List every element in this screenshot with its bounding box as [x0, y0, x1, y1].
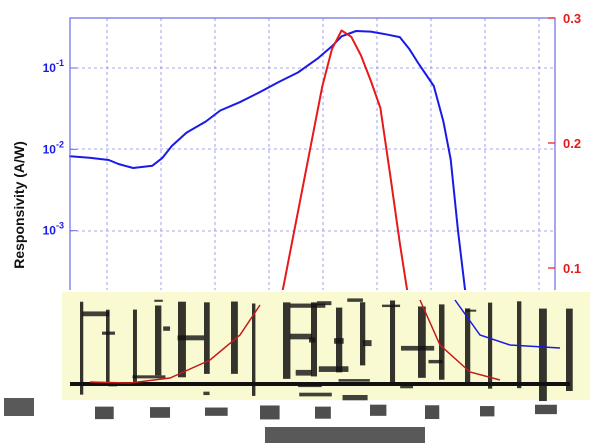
- noise-dash-19: [289, 333, 312, 340]
- noise-tick-glyph-8: [535, 404, 557, 415]
- noise-tick-glyph-3: [260, 405, 280, 420]
- noise-dash-14: [309, 337, 316, 343]
- noise-bar-1: [106, 309, 110, 386]
- noise-red-trace: [89, 304, 261, 384]
- noise-bar-19: [566, 308, 573, 392]
- noise-dash-6: [82, 311, 110, 317]
- noise-tick-glyph-5: [370, 404, 387, 416]
- noise-dash-9: [338, 379, 370, 382]
- right-tick-label-0: 0.3: [563, 11, 581, 26]
- noise-bar-12: [390, 300, 396, 385]
- noise-baseline: [70, 382, 570, 386]
- noise-tick-glyph-4: [315, 406, 331, 419]
- noise-bar-5: [204, 302, 210, 374]
- noise-bar-7: [252, 303, 256, 396]
- left-axis-ticks: 10-110-210-310-4: [43, 58, 77, 319]
- noise-tick-glyph-1: [150, 407, 171, 418]
- noise-bar-17: [517, 301, 522, 389]
- right-tick-label-1: 0.2: [563, 136, 581, 151]
- noise-dash-15: [295, 369, 312, 376]
- noise-bar-0: [80, 301, 84, 395]
- noise-dash-5: [132, 375, 166, 379]
- y-axis-label-left: Responsivity (A/W): [11, 141, 27, 269]
- noise-bar-8: [283, 302, 291, 379]
- noise-dash-8: [154, 299, 163, 302]
- series-line-responsivity: [69, 30, 469, 313]
- noise-tick-glyph-7: [480, 406, 495, 417]
- noise-dash-20: [334, 338, 344, 344]
- grid-layer: [70, 18, 555, 418]
- noise-axis-title: [265, 427, 425, 443]
- series-layer: [69, 29, 469, 357]
- noise-dash-25: [290, 303, 326, 308]
- noise-corner-glyph: [4, 398, 34, 416]
- noise-bar-13: [418, 306, 426, 378]
- noise-bar-3: [155, 305, 162, 376]
- noise-red-trace-right: [419, 299, 501, 381]
- noise-blue-trace: [454, 299, 561, 349]
- noise-dash-21: [401, 345, 435, 351]
- corrupted-band: [0, 290, 590, 448]
- noise-bar-6: [231, 301, 238, 374]
- noise-dash-1: [177, 335, 205, 341]
- noise-dash-16: [428, 359, 443, 364]
- noise-bar-2: [133, 309, 137, 385]
- noise-tick-glyph-0: [95, 406, 114, 420]
- noise-dash-12: [465, 309, 477, 312]
- noise-dash-18: [163, 326, 171, 331]
- noise-dash-0: [347, 298, 363, 302]
- left-tick-label-2: 10-3: [43, 221, 64, 238]
- noise-dash-3: [362, 340, 372, 347]
- series-line-right-axis: [263, 29, 421, 357]
- noise-dash-24: [342, 394, 368, 401]
- noise-dash-11: [102, 331, 115, 335]
- noise-bar-14: [439, 304, 445, 380]
- noise-tick-glyph-2: [205, 407, 228, 416]
- noise-dash-10: [317, 301, 332, 306]
- noise-bar-15: [465, 308, 471, 384]
- noise-dash-2: [203, 391, 210, 396]
- left-tick-label-1: 10-2: [43, 139, 64, 156]
- noise-dash-13: [382, 304, 401, 308]
- noise-bar-16: [488, 302, 493, 389]
- right-tick-label-2: 0.1: [563, 261, 581, 276]
- left-tick-label-0: 10-1: [43, 58, 64, 75]
- right-axis-ticks: 0.3 0.2 0.1: [548, 11, 581, 276]
- noise-dash-22: [299, 392, 332, 397]
- noise-bar-18: [539, 308, 547, 402]
- noise-tick-glyph-6: [425, 405, 440, 420]
- noise-bar-11: [360, 302, 366, 366]
- noise-dash-23: [318, 366, 349, 372]
